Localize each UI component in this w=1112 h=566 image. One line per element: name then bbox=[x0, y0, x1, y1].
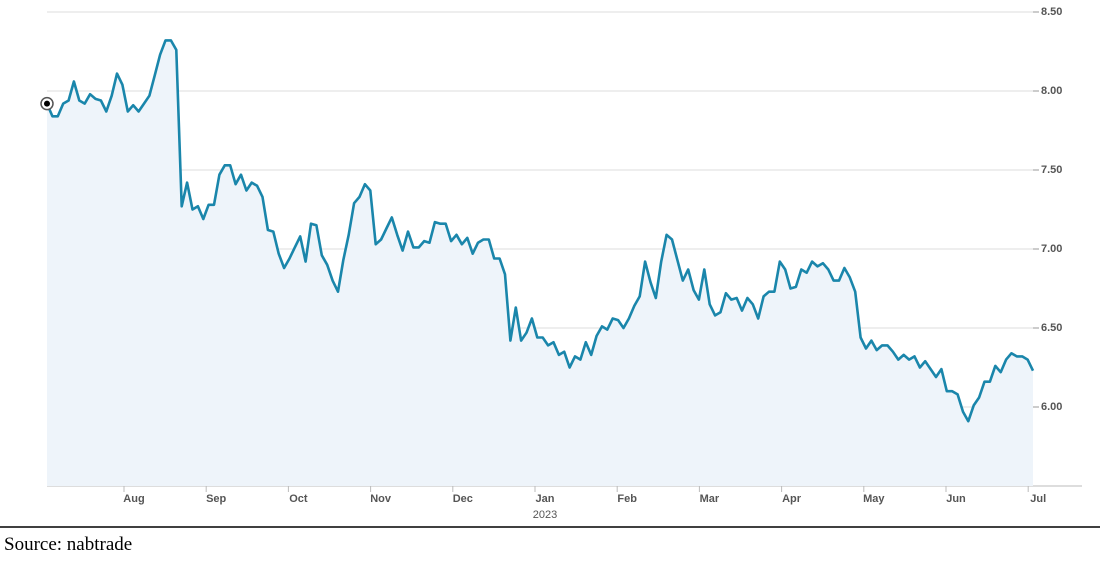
x-tick-label: Nov bbox=[370, 493, 392, 505]
y-tick-label: 6.50 bbox=[1041, 322, 1062, 334]
y-tick-label: 8.50 bbox=[1041, 6, 1062, 18]
x-tick-label: Jul bbox=[1030, 493, 1046, 505]
x-tick-label: Feb bbox=[617, 493, 637, 505]
x-tick-label: Aug bbox=[123, 493, 144, 505]
year-label: 2023 bbox=[533, 509, 557, 521]
x-tick-label: Sep bbox=[206, 493, 226, 505]
x-tick-label: Dec bbox=[453, 493, 473, 505]
x-tick-label: Apr bbox=[782, 493, 802, 505]
start-dot bbox=[44, 100, 50, 107]
y-tick-label: 7.00 bbox=[1041, 243, 1062, 255]
x-tick-label: Jun bbox=[946, 493, 966, 505]
area bbox=[47, 40, 1033, 487]
y-tick-label: 7.50 bbox=[1041, 164, 1062, 176]
y-tick-label: 6.00 bbox=[1041, 401, 1062, 413]
x-tick-label: Oct bbox=[289, 493, 308, 505]
x-tick-label: Mar bbox=[700, 493, 720, 505]
price-line bbox=[45, 39, 1035, 423]
y-tick-label: 8.00 bbox=[1041, 85, 1062, 97]
x-tick-label: May bbox=[863, 493, 885, 505]
source: Source: nabtrade bbox=[4, 534, 133, 555]
x-tick-label: Jan bbox=[536, 493, 555, 505]
